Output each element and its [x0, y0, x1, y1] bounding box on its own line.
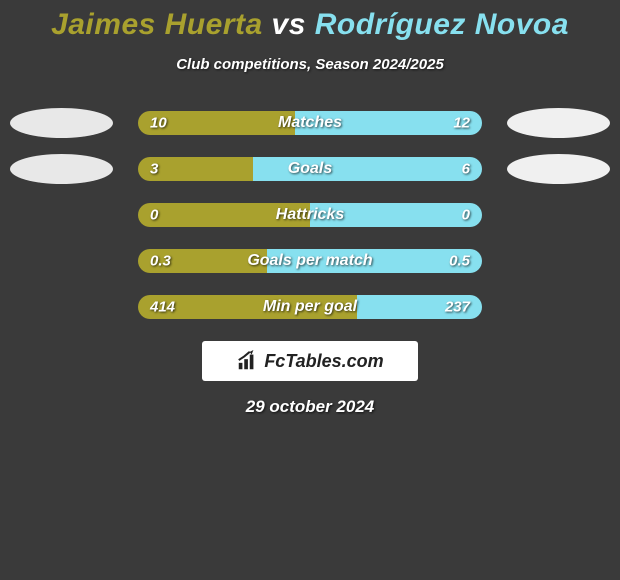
stat-bar: 10 12 Matches	[138, 111, 482, 135]
player1-name: Jaimes Huerta	[51, 8, 263, 41]
stat-row: 3 6 Goals	[0, 157, 620, 181]
spacer	[507, 292, 610, 322]
stat-value-left: 3	[150, 161, 158, 178]
comparison-card: Jaimes Huerta vs Rodríguez Novoa Club co…	[0, 0, 620, 417]
stat-row: 0 0 Hattricks	[0, 203, 620, 227]
stat-value-left: 0.3	[150, 253, 171, 270]
stat-value-right: 6	[462, 161, 470, 178]
stat-row: 0.3 0.5 Goals per match	[0, 249, 620, 273]
stat-value-left: 414	[150, 299, 175, 316]
stat-value-left: 10	[150, 115, 167, 132]
stat-value-right: 237	[445, 299, 470, 316]
player2-badge	[507, 154, 610, 184]
logo-box: FcTables.com	[202, 341, 418, 381]
stats-list: 10 12 Matches 3 6 Goals 0 0 Hattricks 0.3 0.5 Goals…	[0, 111, 620, 319]
stat-bar: 0.3 0.5 Goals per match	[138, 249, 482, 273]
subtitle: Club competitions, Season 2024/2025	[0, 56, 620, 73]
stat-bar: 414 237 Min per goal	[138, 295, 482, 319]
stat-label: Goals per match	[247, 252, 372, 270]
stat-bar: 3 6 Goals	[138, 157, 482, 181]
stat-bar: 0 0 Hattricks	[138, 203, 482, 227]
logo-text: FcTables.com	[264, 351, 383, 372]
stat-row: 10 12 Matches	[0, 111, 620, 135]
player2-badge	[507, 108, 610, 138]
stat-row: 414 237 Min per goal	[0, 295, 620, 319]
stat-label: Matches	[278, 114, 342, 132]
spacer	[507, 200, 610, 230]
stat-label: Min per goal	[263, 298, 357, 316]
stat-value-right: 0	[462, 207, 470, 224]
stat-value-right: 12	[453, 115, 470, 132]
spacer	[507, 246, 610, 276]
title: Jaimes Huerta vs Rodríguez Novoa	[0, 8, 620, 42]
vs-label: vs	[272, 8, 306, 41]
date-label: 29 october 2024	[0, 397, 620, 417]
spacer	[10, 246, 113, 276]
stat-label: Hattricks	[276, 206, 344, 224]
stat-value-right: 0.5	[449, 253, 470, 270]
player2-name: Rodríguez Novoa	[315, 8, 569, 41]
stat-label: Goals	[288, 160, 332, 178]
player1-badge	[10, 108, 113, 138]
spacer	[10, 200, 113, 230]
player1-badge	[10, 154, 113, 184]
chart-icon	[236, 350, 258, 372]
stat-value-left: 0	[150, 207, 158, 224]
spacer	[10, 292, 113, 322]
